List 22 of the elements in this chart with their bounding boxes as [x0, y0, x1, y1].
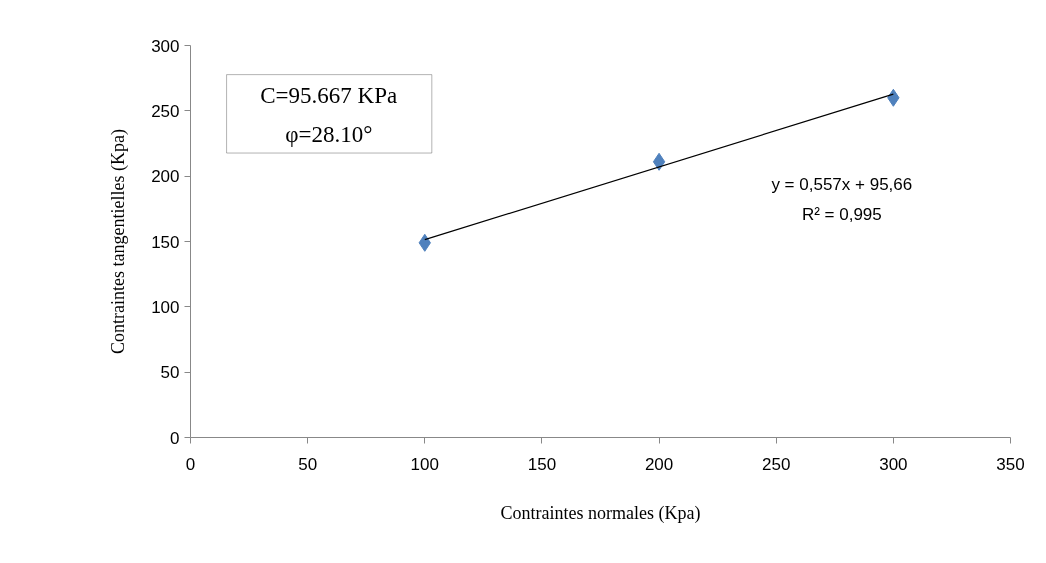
x-tick-label: 250 — [762, 454, 791, 474]
x-tick-label: 300 — [879, 454, 908, 474]
annotation: R² = 0,995 — [801, 204, 882, 224]
annotation: C=95.667 KPa — [260, 82, 398, 108]
y-axis-title: Contraintes tangentielles (Kpa) — [108, 129, 130, 354]
y-tick-label: 250 — [151, 101, 180, 121]
x-tick-label: 0 — [185, 454, 196, 474]
annotation: φ=28.10° — [285, 121, 373, 147]
y-tick-label: 0 — [170, 428, 180, 448]
x-axis-title: Contraintes normales (Kpa) — [500, 502, 701, 524]
point — [652, 152, 666, 171]
x-tick-label: 150 — [527, 454, 557, 474]
y-tick-label: 50 — [160, 363, 180, 383]
y-tick-label: 300 — [151, 36, 180, 56]
annotation: y = 0,557x + 95,66 — [771, 174, 913, 194]
y-tick-label: 100 — [151, 297, 180, 317]
x-tick-label: 100 — [410, 454, 439, 474]
y-tick-label: 150 — [151, 232, 180, 252]
x-tick-label: 50 — [298, 454, 318, 474]
x-tick-label: 200 — [644, 454, 674, 474]
y-tick-label: 200 — [151, 167, 180, 187]
x-tick-label: 350 — [996, 454, 1025, 474]
